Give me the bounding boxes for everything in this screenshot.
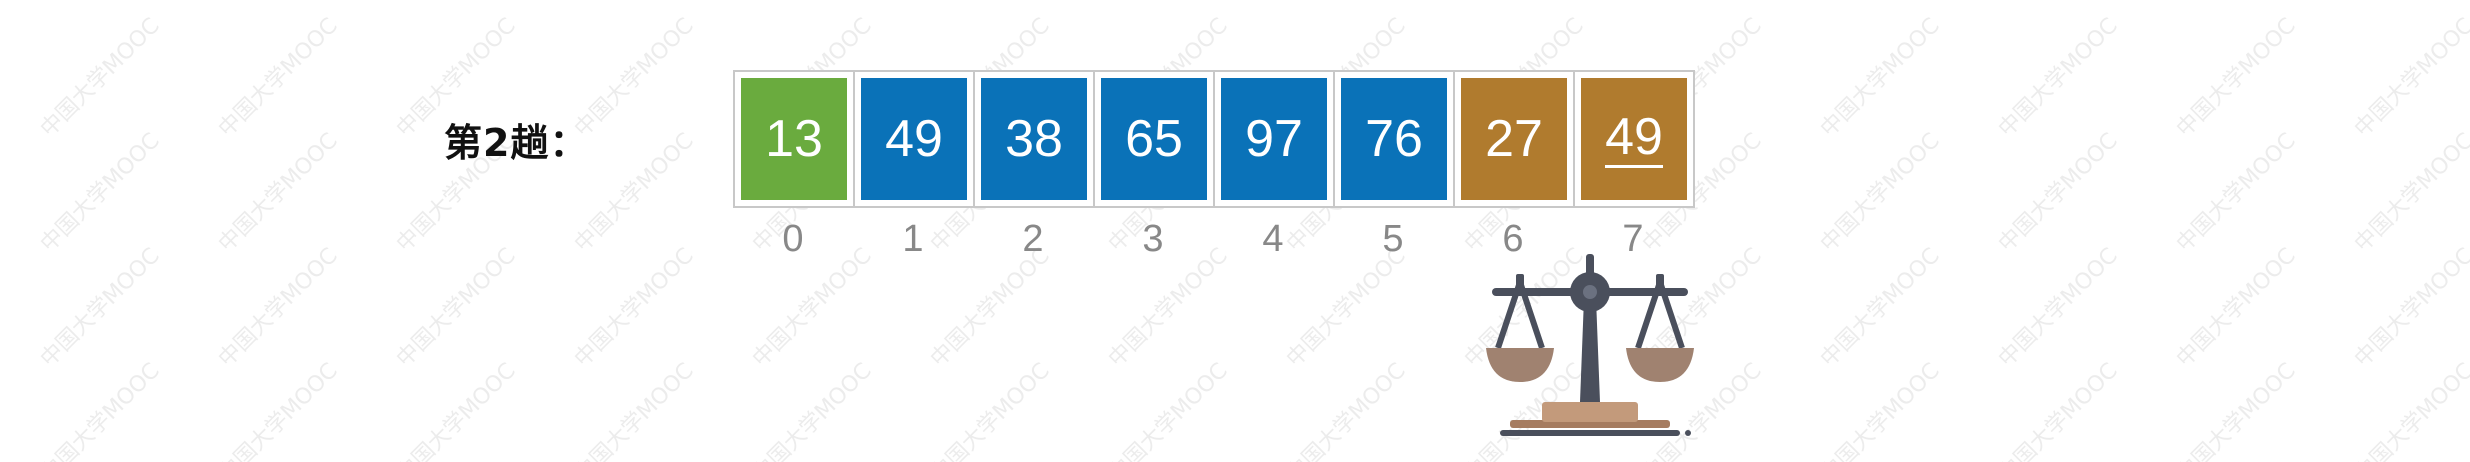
watermark: 中国大学MOOC [213, 358, 343, 462]
watermark: 中国大学MOOC [213, 128, 343, 258]
watermark: 中国大学MOOC [2171, 128, 2301, 258]
array-cell: 76 [1333, 70, 1455, 208]
watermark: 中国大学MOOC [1815, 13, 1945, 143]
watermark: 中国大学MOOC [569, 243, 699, 373]
array-cell-value: 49 [885, 110, 943, 168]
array-cell-fill: 27 [1461, 78, 1567, 200]
array-index-label: 3 [1142, 218, 1164, 260]
array-cell: 65 [1093, 70, 1215, 208]
watermark: 中国大学MOOC [1815, 243, 1945, 373]
array-index-label: 4 [1262, 218, 1284, 260]
array-cell-fill: 49 [1581, 78, 1687, 200]
watermark: 中国大学MOOC [35, 128, 165, 258]
array-index-label: 6 [1502, 218, 1524, 260]
array-index-label: 2 [1022, 218, 1044, 260]
balance-scale-icon [1480, 248, 1700, 453]
array-cell: 13 [733, 70, 855, 208]
watermark: 中国大学MOOC [391, 358, 521, 462]
watermark: 中国大学MOOC [1993, 128, 2123, 258]
array-index-label: 1 [902, 218, 924, 260]
watermark: 中国大学MOOC [1993, 13, 2123, 143]
watermark: 中国大学MOOC [1281, 358, 1411, 462]
array-cell-value: 49 [1605, 107, 1663, 168]
watermark: 中国大学MOOC [1993, 243, 2123, 373]
watermark: 中国大学MOOC [1103, 358, 1233, 462]
array-cell: 27 [1453, 70, 1575, 208]
watermark: 中国大学MOOC [2171, 358, 2301, 462]
watermark: 中国大学MOOC [2171, 13, 2301, 143]
pass-label: 第2趟： [444, 121, 589, 165]
array-cell-fill: 65 [1101, 78, 1207, 200]
array-cell-fill: 13 [741, 78, 847, 200]
array-cell-fill: 97 [1221, 78, 1327, 200]
array-cell-value: 27 [1485, 110, 1543, 168]
watermark: 中国大学MOOC [2349, 243, 2470, 373]
watermark: 中国大学MOOC [2171, 243, 2301, 373]
array-cell: 97 [1213, 70, 1335, 208]
watermark: 中国大学MOOC [569, 358, 699, 462]
watermark: 中国大学MOOC [213, 243, 343, 373]
array-cell-fill: 76 [1341, 78, 1447, 200]
watermark: 中国大学MOOC [2349, 358, 2470, 462]
index-row: 0 1 2 3 4 5 6 7 [733, 218, 1693, 261]
array-cell-value: 65 [1125, 110, 1183, 168]
array-cell-value: 13 [765, 110, 823, 168]
array-row: 13 49 38 65 97 76 27 49 [733, 70, 1695, 208]
array-cell: 38 [973, 70, 1095, 208]
watermark: 中国大学MOOC [35, 358, 165, 462]
array-cell: 49 [1573, 70, 1695, 208]
watermark: 中国大学MOOC [1993, 358, 2123, 462]
array-cell-fill: 49 [861, 78, 967, 200]
watermark: 中国大学MOOC [391, 243, 521, 373]
array-cell-value: 76 [1365, 110, 1423, 168]
watermark: 中国大学MOOC [747, 358, 877, 462]
watermark: 中国大学MOOC [35, 243, 165, 373]
array-cell-value: 38 [1005, 110, 1063, 168]
watermark: 中国大学MOOC [2349, 13, 2470, 143]
array-index-label: 7 [1622, 218, 1644, 260]
watermark: 中国大学MOOC [1815, 358, 1945, 462]
watermark: 中国大学MOOC [1815, 128, 1945, 258]
watermark: 中国大学MOOC [213, 13, 343, 143]
watermark: 中国大学MOOC [35, 13, 165, 143]
array-index-label: 5 [1382, 218, 1404, 260]
watermark: 中国大学MOOC [925, 358, 1055, 462]
array-cell-fill: 38 [981, 78, 1087, 200]
watermark: 中国大学MOOC [2349, 128, 2470, 258]
array-index-label: 0 [782, 218, 804, 260]
array-cell: 49 [853, 70, 975, 208]
array-cell-value: 97 [1245, 110, 1303, 168]
